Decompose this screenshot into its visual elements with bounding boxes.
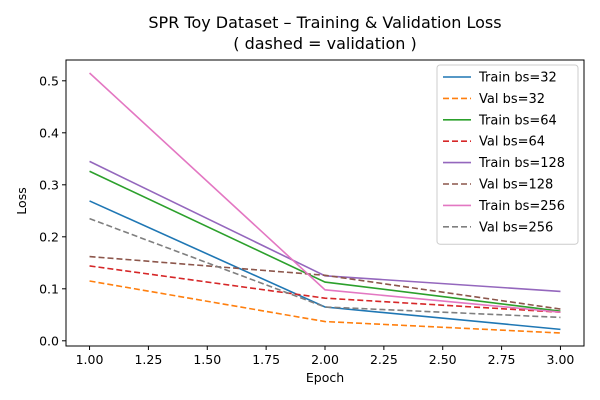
y-tick-label: 0.5: [39, 73, 59, 88]
legend-label: Val bs=128: [479, 178, 553, 193]
series-line-2: [89, 170, 561, 312]
x-tick-label: 2.50: [429, 352, 457, 367]
legend-label: Val bs=32: [479, 92, 545, 107]
legend-label: Train bs=256: [478, 199, 565, 214]
series-line-1: [89, 280, 561, 334]
x-axis: 1.00 1.25 1.50 1.75 2.00 2.25 2.50 2.75 3.00: [76, 346, 575, 367]
x-tick-label: 1.75: [252, 352, 280, 367]
y-axis-label: Loss: [14, 187, 29, 214]
x-axis-label: Epoch: [306, 370, 344, 385]
legend-label: Train bs=64: [478, 113, 557, 128]
x-tick-label: 2.25: [370, 352, 398, 367]
x-tick-label: 1.00: [76, 352, 104, 367]
series-line-7: [89, 217, 561, 319]
plot-area: [65, 59, 585, 347]
y-tick-label: 0.2: [39, 229, 59, 244]
x-tick-label: 3.00: [547, 352, 575, 367]
legend-label: Val bs=64: [479, 135, 545, 150]
y-tick-label: 0.1: [39, 281, 59, 296]
y-axis: 0.0 0.1 0.2 0.3 0.4 0.5: [39, 73, 66, 348]
series-line-5: [89, 255, 561, 310]
y-tick-label: 0.0: [39, 333, 59, 348]
legend: Train bs=32 Val bs=32 Train bs=64 Val bs=64…: [436, 64, 579, 245]
legend-label: Val bs=256: [479, 220, 553, 235]
chart-subtitle: ( dashed = validation ): [233, 34, 416, 53]
x-tick-label: 1.50: [193, 352, 221, 367]
x-tick-label: 2.75: [488, 352, 516, 367]
legend-label: Train bs=128: [478, 156, 565, 171]
y-tick-label: 0.4: [39, 125, 59, 140]
series-line-3: [89, 265, 561, 313]
legend-label: Train bs=32: [478, 71, 557, 86]
y-tick-label: 0.3: [39, 177, 59, 192]
series-line-6: [89, 72, 561, 313]
series-line-0: [89, 200, 561, 331]
x-tick-label: 2.00: [311, 352, 339, 367]
chart-title: SPR Toy Dataset – Training & Validation …: [148, 13, 501, 32]
legend-box: [436, 64, 579, 245]
x-tick-label: 1.25: [134, 352, 162, 367]
